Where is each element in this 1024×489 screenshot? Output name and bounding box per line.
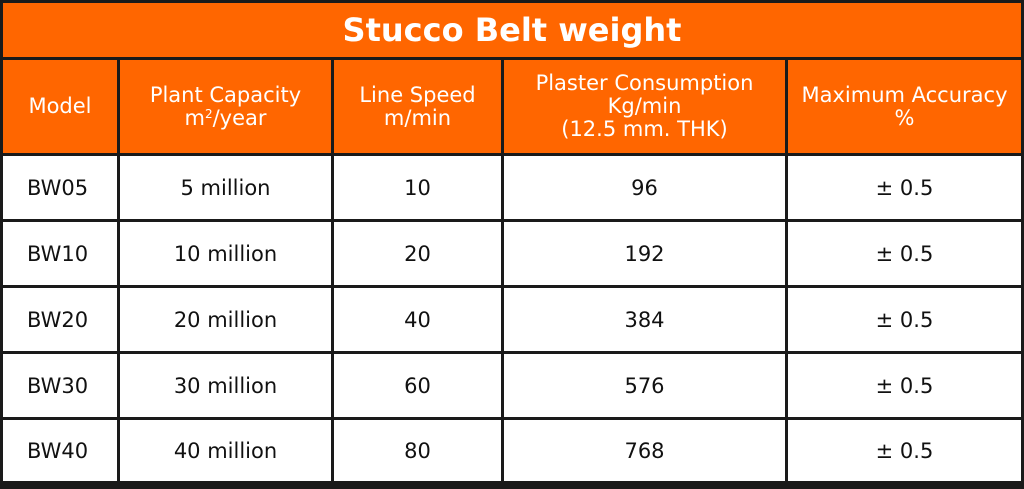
header-maximum-accuracy: Maximum Accuracy % bbox=[788, 60, 1021, 156]
header-capacity-label: Plant Capacity bbox=[149, 82, 302, 107]
cell-accuracy: ± 0.5 bbox=[788, 222, 1021, 288]
cell-speed: 80 bbox=[334, 420, 504, 481]
header-accuracy-label: Maximum Accuracy bbox=[801, 82, 1008, 107]
header-model: Model bbox=[3, 60, 120, 156]
header-capacity-unit: m2/year bbox=[124, 105, 327, 130]
cell-model: BW05 bbox=[3, 156, 120, 222]
spec-table: Model Plant Capacity m2/year Line Speed … bbox=[3, 60, 1021, 481]
unit-rest: /year bbox=[212, 105, 267, 130]
cell-model: BW40 bbox=[3, 420, 120, 481]
cell-plaster: 576 bbox=[504, 354, 788, 420]
cell-model: BW10 bbox=[3, 222, 120, 288]
header-row: Model Plant Capacity m2/year Line Speed … bbox=[3, 60, 1021, 156]
table-title: Stucco Belt weight bbox=[3, 3, 1021, 57]
cell-speed: 40 bbox=[334, 288, 504, 354]
cell-capacity: 20 million bbox=[120, 288, 334, 354]
header-model-label: Model bbox=[28, 94, 92, 118]
cell-plaster: 768 bbox=[504, 420, 788, 481]
header-speed-unit: m/min bbox=[383, 105, 452, 130]
cell-capacity: 5 million bbox=[120, 156, 334, 222]
header-accuracy-unit: % bbox=[894, 105, 915, 130]
header-plaster-note: (12.5 mm. THK) bbox=[561, 117, 728, 141]
cell-plaster: 384 bbox=[504, 288, 788, 354]
unit-superscript: 2 bbox=[204, 106, 213, 121]
header-speed-label: Line Speed bbox=[359, 82, 476, 107]
table-row: BW20 20 million 40 384 ± 0.5 bbox=[3, 288, 1021, 354]
cell-speed: 20 bbox=[334, 222, 504, 288]
cell-plaster: 192 bbox=[504, 222, 788, 288]
header-plaster-consumption: Plaster Consumption Kg/min (12.5 mm. THK… bbox=[504, 60, 788, 156]
cell-capacity: 40 million bbox=[120, 420, 334, 481]
cell-capacity: 30 million bbox=[120, 354, 334, 420]
header-line-speed: Line Speed m/min bbox=[334, 60, 504, 156]
table-row: BW05 5 million 10 96 ± 0.5 bbox=[3, 156, 1021, 222]
unit-base: m bbox=[184, 105, 205, 130]
header-plant-capacity: Plant Capacity m2/year bbox=[120, 60, 334, 156]
cell-model: BW20 bbox=[3, 288, 120, 354]
cell-accuracy: ± 0.5 bbox=[788, 156, 1021, 222]
cell-accuracy: ± 0.5 bbox=[788, 420, 1021, 481]
cell-speed: 60 bbox=[334, 354, 504, 420]
header-plaster-label: Plaster Consumption bbox=[535, 71, 754, 95]
cell-speed: 10 bbox=[334, 156, 504, 222]
header-plaster-unit: Kg/min bbox=[607, 94, 682, 118]
table-row: BW30 30 million 60 576 ± 0.5 bbox=[3, 354, 1021, 420]
cell-accuracy: ± 0.5 bbox=[788, 288, 1021, 354]
table-row: BW40 40 million 80 768 ± 0.5 bbox=[3, 420, 1021, 481]
cell-model: BW30 bbox=[3, 354, 120, 420]
table-row: BW10 10 million 20 192 ± 0.5 bbox=[3, 222, 1021, 288]
cell-plaster: 96 bbox=[504, 156, 788, 222]
cell-accuracy: ± 0.5 bbox=[788, 354, 1021, 420]
cell-capacity: 10 million bbox=[120, 222, 334, 288]
